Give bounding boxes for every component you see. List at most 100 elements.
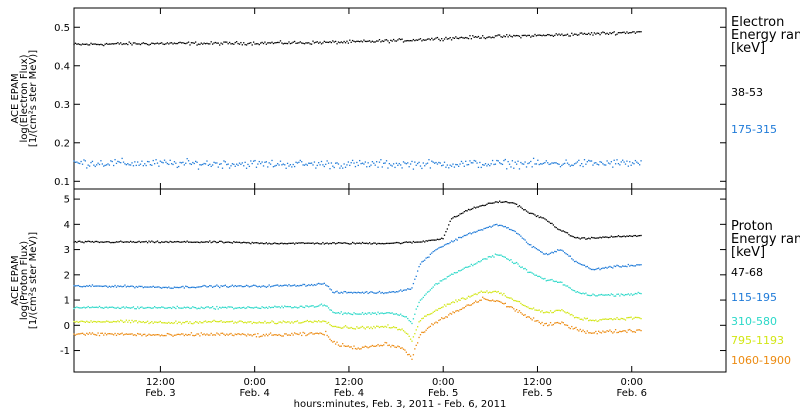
plot-frame [73, 7, 727, 190]
data-point [257, 163, 259, 165]
data-point [291, 332, 293, 335]
data-point [508, 297, 511, 299]
data-point [210, 321, 212, 323]
data-point [370, 243, 372, 245]
data-point [381, 344, 383, 347]
data-point [121, 157, 123, 160]
data-point [258, 285, 260, 287]
data-point [202, 163, 204, 166]
data-point [339, 292, 341, 294]
data-point [281, 305, 283, 307]
data-point [187, 333, 190, 336]
data-point [459, 213, 461, 215]
data-point [487, 256, 489, 258]
data-point [431, 239, 433, 241]
data-point [145, 321, 147, 323]
data-point [441, 237, 443, 239]
data-point [153, 241, 156, 244]
data-point [350, 346, 352, 348]
data-point [624, 236, 627, 238]
data-point [180, 333, 183, 335]
data-point [408, 40, 410, 42]
data-point [289, 305, 292, 308]
data-point [138, 240, 140, 243]
data-point [101, 163, 103, 165]
data-point [343, 163, 345, 165]
data-point [289, 164, 292, 166]
data-point [514, 203, 516, 205]
data-point [173, 286, 176, 288]
data-point [480, 260, 482, 262]
data-point [609, 163, 611, 165]
data-point [453, 240, 456, 242]
data-point [545, 252, 547, 255]
data-point [466, 234, 468, 236]
data-point [162, 43, 164, 45]
data-point [582, 33, 584, 35]
data-point [414, 333, 416, 335]
x-tick-label: Feb. 4 [239, 388, 269, 399]
data-point [86, 306, 88, 309]
data-point [94, 240, 96, 243]
data-point [497, 290, 499, 293]
data-point [189, 44, 191, 46]
data-point [286, 305, 289, 308]
data-point [74, 285, 77, 287]
y-tick-label: 1 [64, 296, 70, 307]
data-point [588, 32, 590, 35]
data-point [428, 239, 430, 242]
data-point [391, 40, 393, 42]
data-point [446, 228, 448, 230]
data-point [394, 166, 396, 169]
data-point [209, 307, 211, 309]
data-point [207, 164, 210, 167]
data-point [347, 161, 350, 163]
data-point [132, 306, 135, 308]
data-point [275, 284, 277, 286]
data-point [401, 242, 403, 244]
data-point [391, 326, 393, 329]
data-point [207, 241, 210, 243]
data-point [274, 242, 276, 244]
data-point [97, 285, 99, 287]
data-point [301, 242, 303, 244]
data-point [462, 307, 464, 309]
data-point [209, 321, 211, 323]
data-point [484, 258, 487, 260]
data-point [609, 294, 611, 297]
data-point [178, 307, 180, 309]
data-point [538, 249, 540, 252]
data-point [156, 334, 159, 336]
data-point [528, 34, 531, 37]
data-point [366, 291, 368, 293]
data-point [192, 334, 194, 337]
data-point [149, 241, 152, 243]
data-point [178, 165, 180, 168]
data-point [470, 263, 473, 266]
data-point [419, 165, 422, 167]
data-point [607, 330, 610, 333]
data-point [315, 167, 317, 169]
data-point [220, 332, 222, 335]
data-point [442, 164, 444, 166]
data-point [245, 322, 248, 324]
data-point [507, 258, 509, 260]
data-point [392, 291, 395, 293]
data-point [569, 35, 572, 37]
data-point [245, 335, 248, 337]
data-point [286, 321, 289, 323]
data-point [535, 35, 538, 37]
data-point [356, 326, 358, 328]
data-point [325, 284, 327, 286]
data-point [633, 265, 635, 267]
data-point [282, 163, 284, 165]
data-point [627, 329, 629, 331]
data-point [267, 166, 269, 168]
data-point [428, 290, 430, 293]
data-point [405, 241, 407, 243]
data-point [620, 161, 622, 163]
data-point [385, 326, 388, 328]
data-point [146, 286, 149, 288]
data-point [207, 320, 210, 323]
data-point [398, 38, 400, 40]
